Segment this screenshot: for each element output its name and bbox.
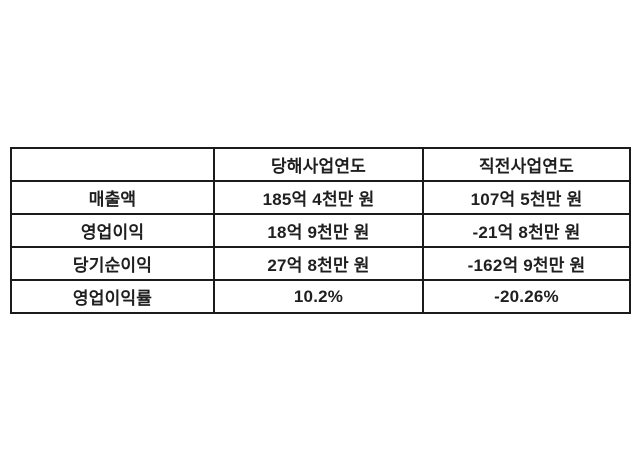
cell-net-income-current: 27억 8천만 원 xyxy=(213,246,424,281)
table-row-net-income: 당기순이익 27억 8천만 원 -162억 9천만 원 xyxy=(10,246,631,281)
cell-operating-margin-current: 10.2% xyxy=(213,279,424,314)
cell-revenue-previous: 107억 5천만 원 xyxy=(422,180,631,215)
table-row-operating-margin: 영업이익률 10.2% -20.26% xyxy=(10,279,631,314)
row-label-operating-margin: 영업이익률 xyxy=(10,279,215,314)
row-label-operating-profit: 영업이익 xyxy=(10,213,215,248)
cell-operating-margin-previous: -20.26% xyxy=(422,279,631,314)
row-label-revenue: 매출액 xyxy=(10,180,215,215)
financial-summary-table: 당해사업연도 직전사업연도 매출액 185억 4천만 원 107억 5천만 원 … xyxy=(10,147,631,314)
cell-operating-profit-previous: -21억 8천만 원 xyxy=(422,213,631,248)
financial-table-container: 당해사업연도 직전사업연도 매출액 185억 4천만 원 107억 5천만 원 … xyxy=(10,147,631,314)
table-header-row: 당해사업연도 직전사업연도 xyxy=(10,147,631,182)
table-row-operating-profit: 영업이익 18억 9천만 원 -21억 8천만 원 xyxy=(10,213,631,248)
col-header-current-fiscal-year: 당해사업연도 xyxy=(213,147,424,182)
cell-operating-profit-current: 18억 9천만 원 xyxy=(213,213,424,248)
cell-net-income-previous: -162억 9천만 원 xyxy=(422,246,631,281)
corner-cell xyxy=(10,147,215,182)
row-label-net-income: 당기순이익 xyxy=(10,246,215,281)
cell-revenue-current: 185억 4천만 원 xyxy=(213,180,424,215)
table-row-revenue: 매출액 185억 4천만 원 107억 5천만 원 xyxy=(10,180,631,215)
col-header-previous-fiscal-year: 직전사업연도 xyxy=(422,147,631,182)
